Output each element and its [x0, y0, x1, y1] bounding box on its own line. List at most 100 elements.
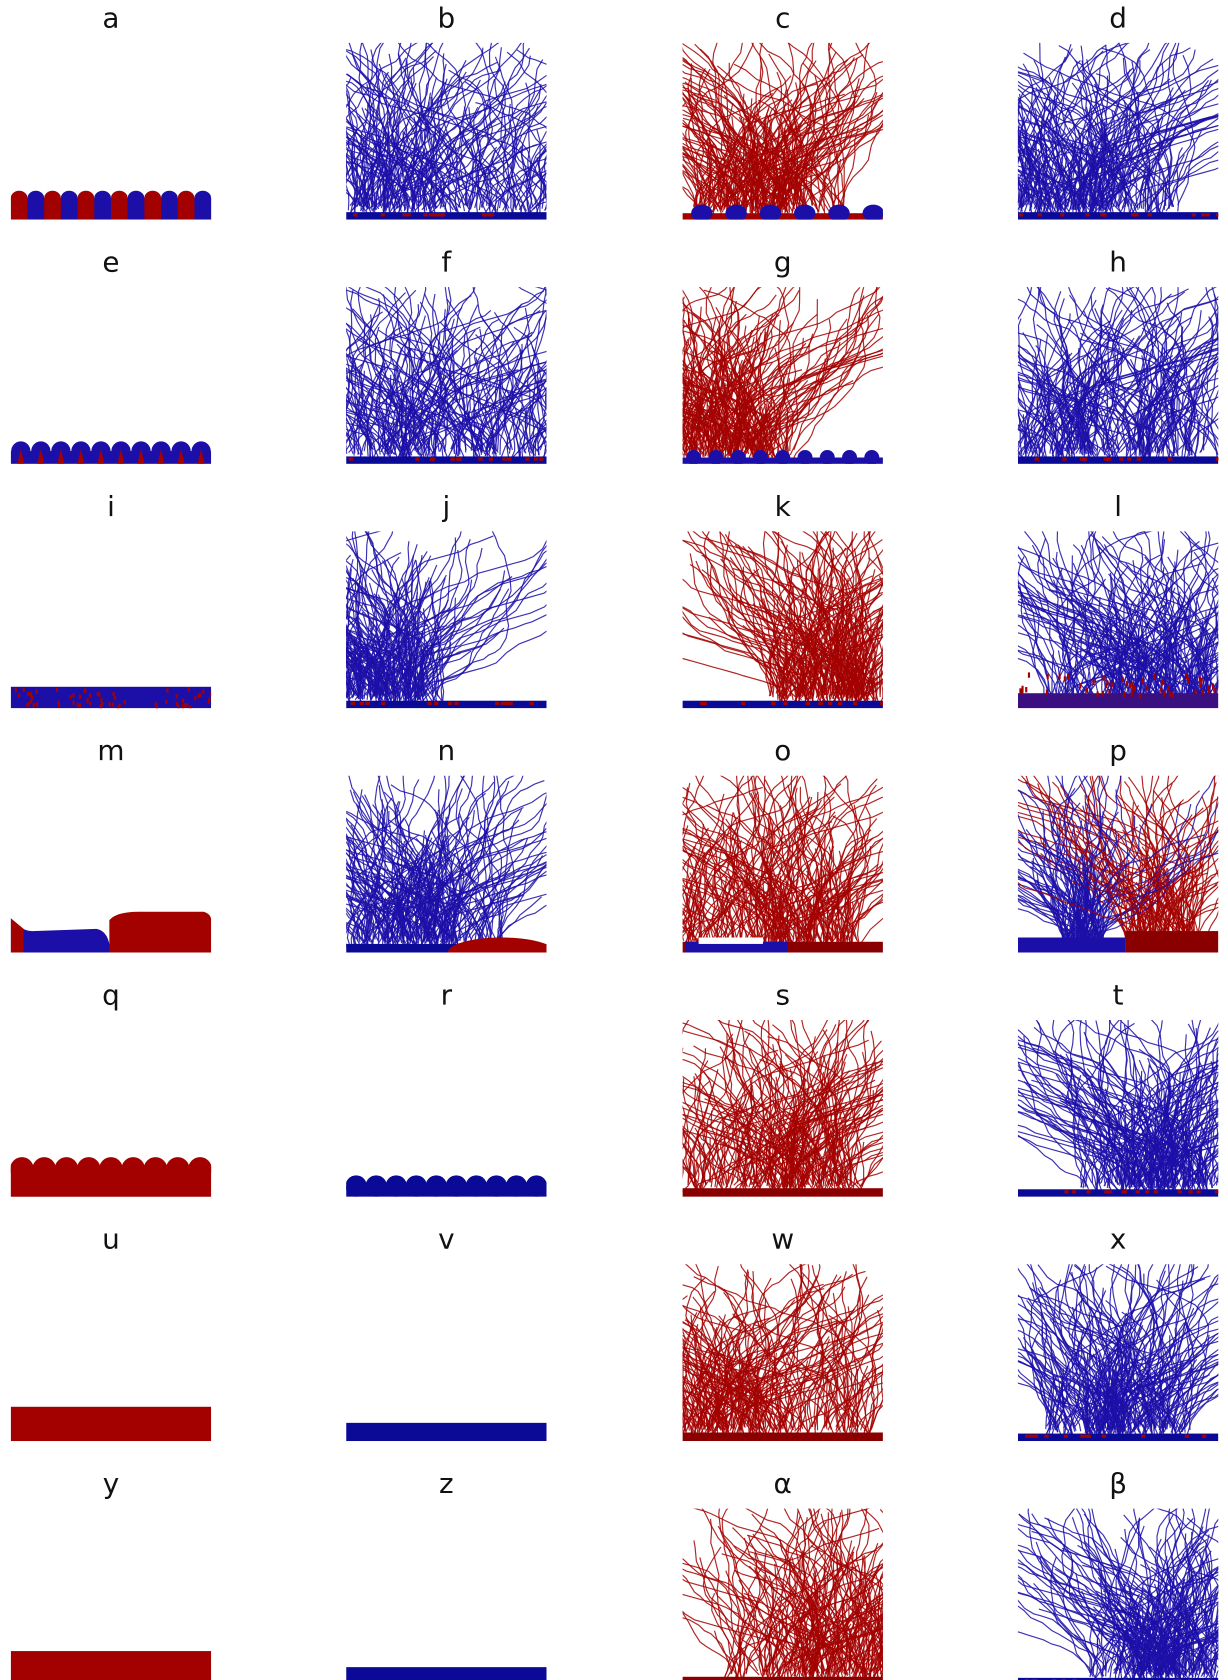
- fiber: [556, 70, 619, 208]
- fiber: [198, 793, 356, 946]
- speck: [114, 696, 116, 700]
- fiber: [323, 902, 343, 947]
- fiber: [847, 1103, 936, 1192]
- fiber: [902, 1606, 933, 1672]
- speck: [429, 213, 433, 216]
- speck: [1100, 213, 1104, 216]
- substrate: [11, 687, 211, 708]
- fiber: [115, 282, 421, 458]
- speck: [1079, 683, 1081, 688]
- speck: [198, 694, 200, 698]
- speck: [880, 702, 884, 705]
- fiber: [315, 614, 330, 695]
- fiber: [538, 41, 674, 206]
- speck: [1185, 1435, 1189, 1438]
- fiber: [870, 1563, 994, 1672]
- speck: [1028, 672, 1030, 677]
- speck: [1107, 458, 1111, 461]
- fiber: [667, 1284, 696, 1429]
- snapshot: [424, 753, 1138, 952]
- panel-label: b: [437, 1, 455, 34]
- speck: [36, 689, 38, 693]
- speck: [1136, 1190, 1140, 1193]
- fiber: [926, 345, 1013, 449]
- fiber: [864, 536, 1011, 701]
- speck: [1085, 1435, 1089, 1438]
- grain: [94, 191, 111, 206]
- speck: [1064, 1190, 1068, 1193]
- fiber: [799, 314, 1013, 457]
- speck: [489, 458, 493, 461]
- speck: [98, 693, 100, 697]
- speck: [1215, 1190, 1219, 1193]
- speck: [77, 703, 79, 707]
- speck: [771, 702, 775, 705]
- fiber: [333, 627, 344, 700]
- fiber: [310, 93, 327, 212]
- speck: [482, 213, 486, 216]
- fiber: [793, 381, 853, 460]
- speck: [1142, 678, 1144, 683]
- substrate: [1018, 938, 1125, 953]
- fiber: [288, 547, 352, 698]
- fiber: [888, 581, 905, 704]
- fiber: [662, 1376, 673, 1436]
- fiber: [326, 643, 332, 698]
- fiber: [262, 593, 349, 694]
- speck: [89, 693, 91, 697]
- substrate: [346, 1667, 546, 1680]
- speck: [23, 688, 25, 692]
- grain: [27, 191, 44, 206]
- fiber: [520, 1298, 685, 1431]
- fiber: [670, 1347, 681, 1427]
- speck: [381, 702, 385, 705]
- fiber: [1222, 372, 1228, 454]
- speck: [1121, 1190, 1125, 1193]
- speck: [1064, 1435, 1068, 1438]
- fiber: [991, 96, 1018, 214]
- speck: [79, 695, 81, 699]
- grain: [178, 191, 195, 206]
- speck: [1162, 680, 1164, 685]
- speck: [1187, 678, 1189, 683]
- panel-label: k: [775, 490, 792, 523]
- snapshot: [346, 1667, 546, 1680]
- speck: [1134, 213, 1138, 216]
- speck: [1021, 686, 1023, 691]
- speck: [407, 213, 411, 216]
- substrate: [1125, 931, 1218, 952]
- fiber: [322, 132, 336, 207]
- speck: [431, 458, 435, 461]
- speck: [488, 213, 492, 216]
- panel-label: s: [775, 978, 790, 1011]
- fiber: [673, 1141, 681, 1186]
- speck: [534, 458, 538, 461]
- fiber: [583, 275, 681, 456]
- speck: [1044, 1435, 1048, 1438]
- fiber: [243, 769, 364, 943]
- speck: [79, 703, 81, 707]
- substrate: [11, 918, 24, 952]
- snapshot: [364, 998, 1084, 1197]
- fiber: [1221, 1630, 1225, 1673]
- fiber: [881, 1550, 946, 1679]
- grain: [78, 191, 95, 206]
- speck: [100, 704, 102, 708]
- fiber: [895, 1015, 1088, 1189]
- fiber: [300, 85, 324, 205]
- fiber: [885, 1515, 931, 1674]
- fiber: [626, 1372, 681, 1430]
- substrate: [1018, 693, 1218, 708]
- panel-label: f: [441, 246, 452, 279]
- speck: [1059, 674, 1061, 679]
- snapshot: [478, 507, 1112, 708]
- speck: [27, 692, 29, 696]
- speck: [1188, 1190, 1192, 1193]
- grain: [863, 205, 884, 222]
- speck: [1146, 685, 1148, 690]
- fiber: [487, 1061, 673, 1187]
- fiber: [873, 1520, 952, 1680]
- fiber: [637, 271, 689, 449]
- fiber: [851, 1274, 1046, 1434]
- fiber: [540, 23, 600, 210]
